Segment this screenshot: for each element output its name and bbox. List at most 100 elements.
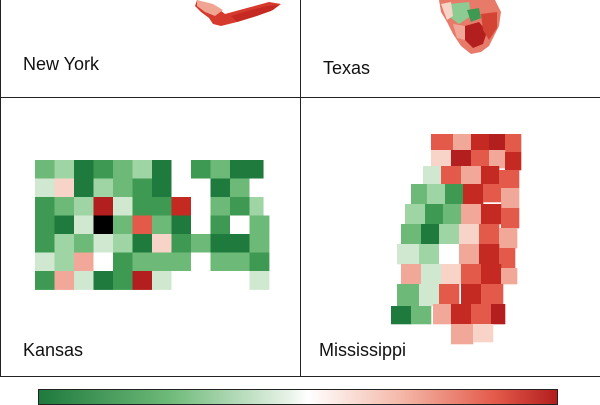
mississippi-county (451, 150, 472, 167)
mississippi-county (439, 224, 460, 245)
kansas-county (113, 271, 133, 290)
kansas-county (35, 197, 55, 216)
kansas-county (171, 252, 192, 272)
kansas-county (74, 178, 94, 198)
kansas-county (171, 271, 192, 290)
kansas-county (35, 271, 55, 290)
kansas-county (152, 178, 172, 198)
kansas-county (74, 197, 94, 216)
kansas-county (93, 215, 114, 235)
mississippi-county (427, 184, 446, 205)
mississippi-county (481, 204, 502, 225)
mississippi-county (459, 244, 480, 265)
kansas-county (249, 197, 264, 216)
kansas-county (249, 234, 270, 253)
mississippi-county (491, 304, 506, 325)
panel-kansas: Kansas (0, 97, 301, 377)
mississippi-county (461, 284, 482, 305)
mississippi-county (451, 324, 474, 345)
kansas-county (54, 160, 75, 179)
mississippi-county (499, 248, 516, 269)
kansas-county (113, 178, 133, 198)
kansas-county (191, 271, 211, 290)
mississippi-county (401, 264, 422, 285)
kansas-county (152, 197, 172, 216)
kansas-county (152, 160, 172, 179)
kansas-county (191, 178, 211, 198)
mississippi-county (479, 224, 500, 245)
kansas-county (93, 271, 114, 290)
kansas-county (54, 252, 75, 272)
mississippi-county (463, 184, 484, 205)
kansas-county (74, 160, 94, 179)
kansas-county (54, 234, 75, 253)
kansas-county (191, 234, 211, 253)
long-island-region (231, 5, 279, 22)
mississippi-county (501, 208, 520, 229)
mississippi-county (489, 150, 506, 169)
kansas-county (113, 234, 133, 253)
kansas-county (113, 160, 133, 179)
kansas-county (249, 160, 264, 179)
mississippi-county (489, 134, 506, 151)
kansas-county (171, 215, 192, 235)
new-york-upstate-region (197, 0, 223, 16)
kansas-county (132, 271, 153, 290)
kansas-county (152, 271, 172, 290)
kansas-county (210, 271, 231, 290)
kansas-county (113, 252, 133, 272)
kansas-county (113, 215, 133, 235)
mississippi-county (439, 284, 460, 305)
kansas-county (93, 160, 114, 179)
kansas-county (132, 197, 153, 216)
mississippi-county (433, 304, 452, 325)
mississippi-county (481, 166, 500, 185)
kansas-county (210, 160, 231, 179)
kansas-county (210, 197, 231, 216)
kansas-county (171, 234, 192, 253)
mississippi-county (453, 134, 472, 151)
mississippi-county (425, 204, 444, 225)
kansas-county (191, 160, 211, 179)
kansas-county (74, 234, 94, 253)
kansas-county (152, 252, 172, 272)
kansas-county (171, 178, 192, 198)
new-york-map (195, 0, 281, 26)
kansas-county (35, 178, 55, 198)
texas-red-coast-region (481, 12, 497, 40)
mississippi-county (397, 284, 420, 307)
kansas-county (54, 178, 75, 198)
mississippi-county (441, 166, 462, 185)
kansas-county (230, 197, 250, 216)
kansas-county (54, 215, 75, 235)
kansas-county (54, 271, 75, 290)
kansas-county (74, 252, 94, 272)
mississippi-county (401, 224, 422, 245)
mississippi-county (419, 244, 440, 265)
kansas-county (35, 252, 55, 272)
mississippi-county (501, 268, 518, 285)
kansas-county (54, 197, 75, 216)
kansas-map (35, 160, 270, 290)
kansas-county (210, 215, 231, 235)
kansas-county (35, 215, 55, 235)
mississippi-county (439, 244, 460, 265)
kansas-county (35, 160, 55, 179)
mississippi-county (411, 306, 432, 325)
panel-label-new-york: New York (23, 54, 100, 74)
mississippi-county (421, 224, 440, 245)
kansas-county (152, 215, 172, 235)
mississippi-county (397, 244, 420, 265)
kansas-county (230, 160, 250, 179)
kansas-county (230, 234, 250, 253)
kansas-county (113, 197, 133, 216)
mississippi-county (405, 204, 426, 225)
kansas-county (93, 197, 114, 216)
kansas-county (171, 197, 192, 216)
texas-light-region (441, 2, 453, 20)
color-scale-bar (38, 389, 558, 405)
kansas-county (74, 271, 94, 290)
mississippi-county (479, 244, 500, 265)
kansas-county (191, 215, 211, 235)
mississippi-county (451, 304, 472, 325)
